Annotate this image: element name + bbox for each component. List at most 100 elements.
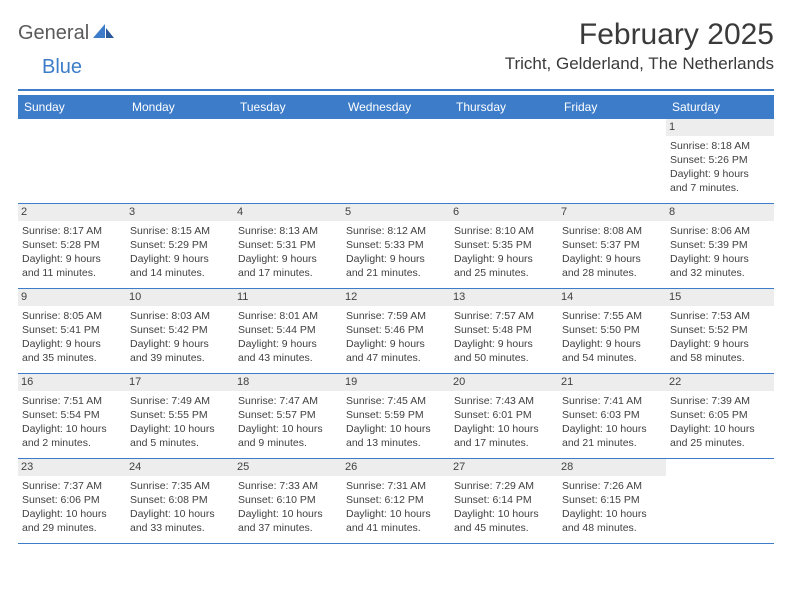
sunset-line: Sunset: 5:26 PM	[670, 153, 770, 167]
daylight-line-1: Daylight: 10 hours	[670, 422, 770, 436]
day-number: 20	[450, 374, 558, 391]
sunset-line: Sunset: 6:14 PM	[454, 493, 554, 507]
daylight-line-1: Daylight: 10 hours	[130, 507, 230, 521]
daylight-line-1: Daylight: 9 hours	[346, 252, 446, 266]
daylight-line-2: and 13 minutes.	[346, 436, 446, 450]
week-row: 2Sunrise: 8:17 AMSunset: 5:28 PMDaylight…	[18, 204, 774, 289]
daylight-line-1: Daylight: 10 hours	[562, 422, 662, 436]
daylight-line-1: Daylight: 9 hours	[238, 337, 338, 351]
day-number: 19	[342, 374, 450, 391]
sunset-line: Sunset: 5:39 PM	[670, 238, 770, 252]
daylight-line-2: and 48 minutes.	[562, 521, 662, 535]
sunrise-line: Sunrise: 8:01 AM	[238, 309, 338, 323]
daylight-line-2: and 45 minutes.	[454, 521, 554, 535]
day-cell: 8Sunrise: 8:06 AMSunset: 5:39 PMDaylight…	[666, 204, 774, 288]
daylight-line-2: and 14 minutes.	[130, 266, 230, 280]
daylight-line-1: Daylight: 9 hours	[454, 337, 554, 351]
day-number: 28	[558, 459, 666, 476]
day-cell: .	[342, 119, 450, 203]
day-cell: .	[18, 119, 126, 203]
daylight-line-2: and 17 minutes.	[238, 266, 338, 280]
day-cell: 28 Sunrise: 7:26 AMSunset: 6:15 PMDayligh…	[558, 459, 666, 543]
sunrise-line: Sunrise: 8:17 AM	[22, 224, 122, 238]
sunset-line: Sunset: 5:33 PM	[346, 238, 446, 252]
day-cell: 25Sunrise: 7:33 AMSunset: 6:10 PMDayligh…	[234, 459, 342, 543]
sunset-line: Sunset: 5:48 PM	[454, 323, 554, 337]
sunset-line: Sunset: 6:10 PM	[238, 493, 338, 507]
sunrise-line: Sunrise: 8:03 AM	[130, 309, 230, 323]
sunrise-line: Sunrise: 8:13 AM	[238, 224, 338, 238]
daylight-line-1: Daylight: 9 hours	[562, 252, 662, 266]
day-number: 16	[18, 374, 126, 391]
day-number: 18	[234, 374, 342, 391]
weeks-container: ......1Sunrise: 8:18 AMSunset: 5:26 PMDa…	[18, 119, 774, 544]
sunset-line: Sunset: 5:35 PM	[454, 238, 554, 252]
brand-part2: Blue	[42, 56, 82, 78]
sunrise-line: Sunrise: 7:43 AM	[454, 394, 554, 408]
daylight-line-2: and 43 minutes.	[238, 351, 338, 365]
daylight-line-2: and 28 minutes.	[562, 266, 662, 280]
day-number: 2	[18, 204, 126, 221]
calendar-grid: Sunday Monday Tuesday Wednesday Thursday…	[18, 95, 774, 544]
day-cell: 12Sunrise: 7:59 AMSunset: 5:46 PMDayligh…	[342, 289, 450, 373]
day-cell: 7Sunrise: 8:08 AMSunset: 5:37 PMDaylight…	[558, 204, 666, 288]
sunset-line: Sunset: 5:41 PM	[22, 323, 122, 337]
day-cell: 11Sunrise: 8:01 AMSunset: 5:44 PMDayligh…	[234, 289, 342, 373]
day-cell: .	[558, 119, 666, 203]
sunrise-line: Sunrise: 7:47 AM	[238, 394, 338, 408]
sunrise-line: Sunrise: 7:53 AM	[670, 309, 770, 323]
day-cell: 18Sunrise: 7:47 AMSunset: 5:57 PMDayligh…	[234, 374, 342, 458]
daylight-line-2: and 50 minutes.	[454, 351, 554, 365]
sunset-line: Sunset: 5:28 PM	[22, 238, 122, 252]
week-row: 16Sunrise: 7:51 AMSunset: 5:54 PMDayligh…	[18, 374, 774, 459]
daylight-line-1: Daylight: 10 hours	[346, 507, 446, 521]
day-number: 9	[18, 289, 126, 306]
day-number: 13	[450, 289, 558, 306]
day-header-mon: Monday	[126, 95, 234, 119]
sunrise-line: Sunrise: 8:05 AM	[22, 309, 122, 323]
sunrise-line: Sunrise: 7:51 AM	[22, 394, 122, 408]
day-number: 21	[558, 374, 666, 391]
day-cell: 17Sunrise: 7:49 AMSunset: 5:55 PMDayligh…	[126, 374, 234, 458]
day-number: 27	[450, 459, 558, 476]
day-number: 22	[666, 374, 774, 391]
daylight-line-1: Daylight: 9 hours	[670, 167, 770, 181]
brand-logo: General	[18, 18, 117, 45]
week-row: 9 Sunrise: 8:05 AMSunset: 5:41 PM Daylight…	[18, 289, 774, 374]
sunset-line: Sunset: 6:15 PM	[562, 493, 662, 507]
sunset-line: Sunset: 5:44 PM	[238, 323, 338, 337]
sunset-line: Sunset: 5:42 PM	[130, 323, 230, 337]
daylight-line-2: and 17 minutes.	[454, 436, 554, 450]
day-number: 24	[126, 459, 234, 476]
day-number: 12	[342, 289, 450, 306]
sunrise-line: Sunrise: 8:15 AM	[130, 224, 230, 238]
day-number: 26	[342, 459, 450, 476]
day-cell: 26Sunrise: 7:31 AMSunset: 6:12 PMDayligh…	[342, 459, 450, 543]
daylight-line-2: and 47 minutes.	[346, 351, 446, 365]
day-cell: .	[126, 119, 234, 203]
day-number: 10	[126, 289, 234, 306]
sunrise-line: Sunrise: 8:06 AM	[670, 224, 770, 238]
month-title: February 2025	[505, 18, 774, 52]
daylight-line-2: and 2 minutes.	[22, 436, 122, 450]
sunrise-line: Sunrise: 7:35 AM	[130, 479, 230, 493]
day-cell: 21Sunrise: 7:41 AMSunset: 6:03 PMDayligh…	[558, 374, 666, 458]
day-cell: 9Sunrise: 8:05 AMSunset: 5:41 PMDaylight…	[18, 289, 126, 373]
daylight-line-2: and 33 minutes.	[130, 521, 230, 535]
daylight-line-1: Daylight: 10 hours	[22, 507, 122, 521]
day-cell: 23Sunrise: 7:37 AMSunset: 6:06 PMDayligh…	[18, 459, 126, 543]
day-number: 5	[342, 204, 450, 221]
week-row: 23Sunrise: 7:37 AMSunset: 6:06 PMDayligh…	[18, 459, 774, 544]
daylight-line-1: Daylight: 9 hours	[22, 252, 122, 266]
day-number: 23	[18, 459, 126, 476]
sunset-line: Sunset: 5:50 PM	[562, 323, 662, 337]
day-number: 6	[450, 204, 558, 221]
daylight-line-1: Daylight: 10 hours	[562, 507, 662, 521]
daylight-line-1: Daylight: 10 hours	[454, 507, 554, 521]
sunrise-line: Sunrise: 7:26 AM	[562, 479, 662, 493]
daylight-line-2: and 35 minutes.	[22, 351, 122, 365]
daylight-line-2: and 39 minutes.	[130, 351, 230, 365]
day-header-thu: Thursday	[450, 95, 558, 119]
day-number: 17	[126, 374, 234, 391]
daylight-line-1: Daylight: 10 hours	[238, 507, 338, 521]
